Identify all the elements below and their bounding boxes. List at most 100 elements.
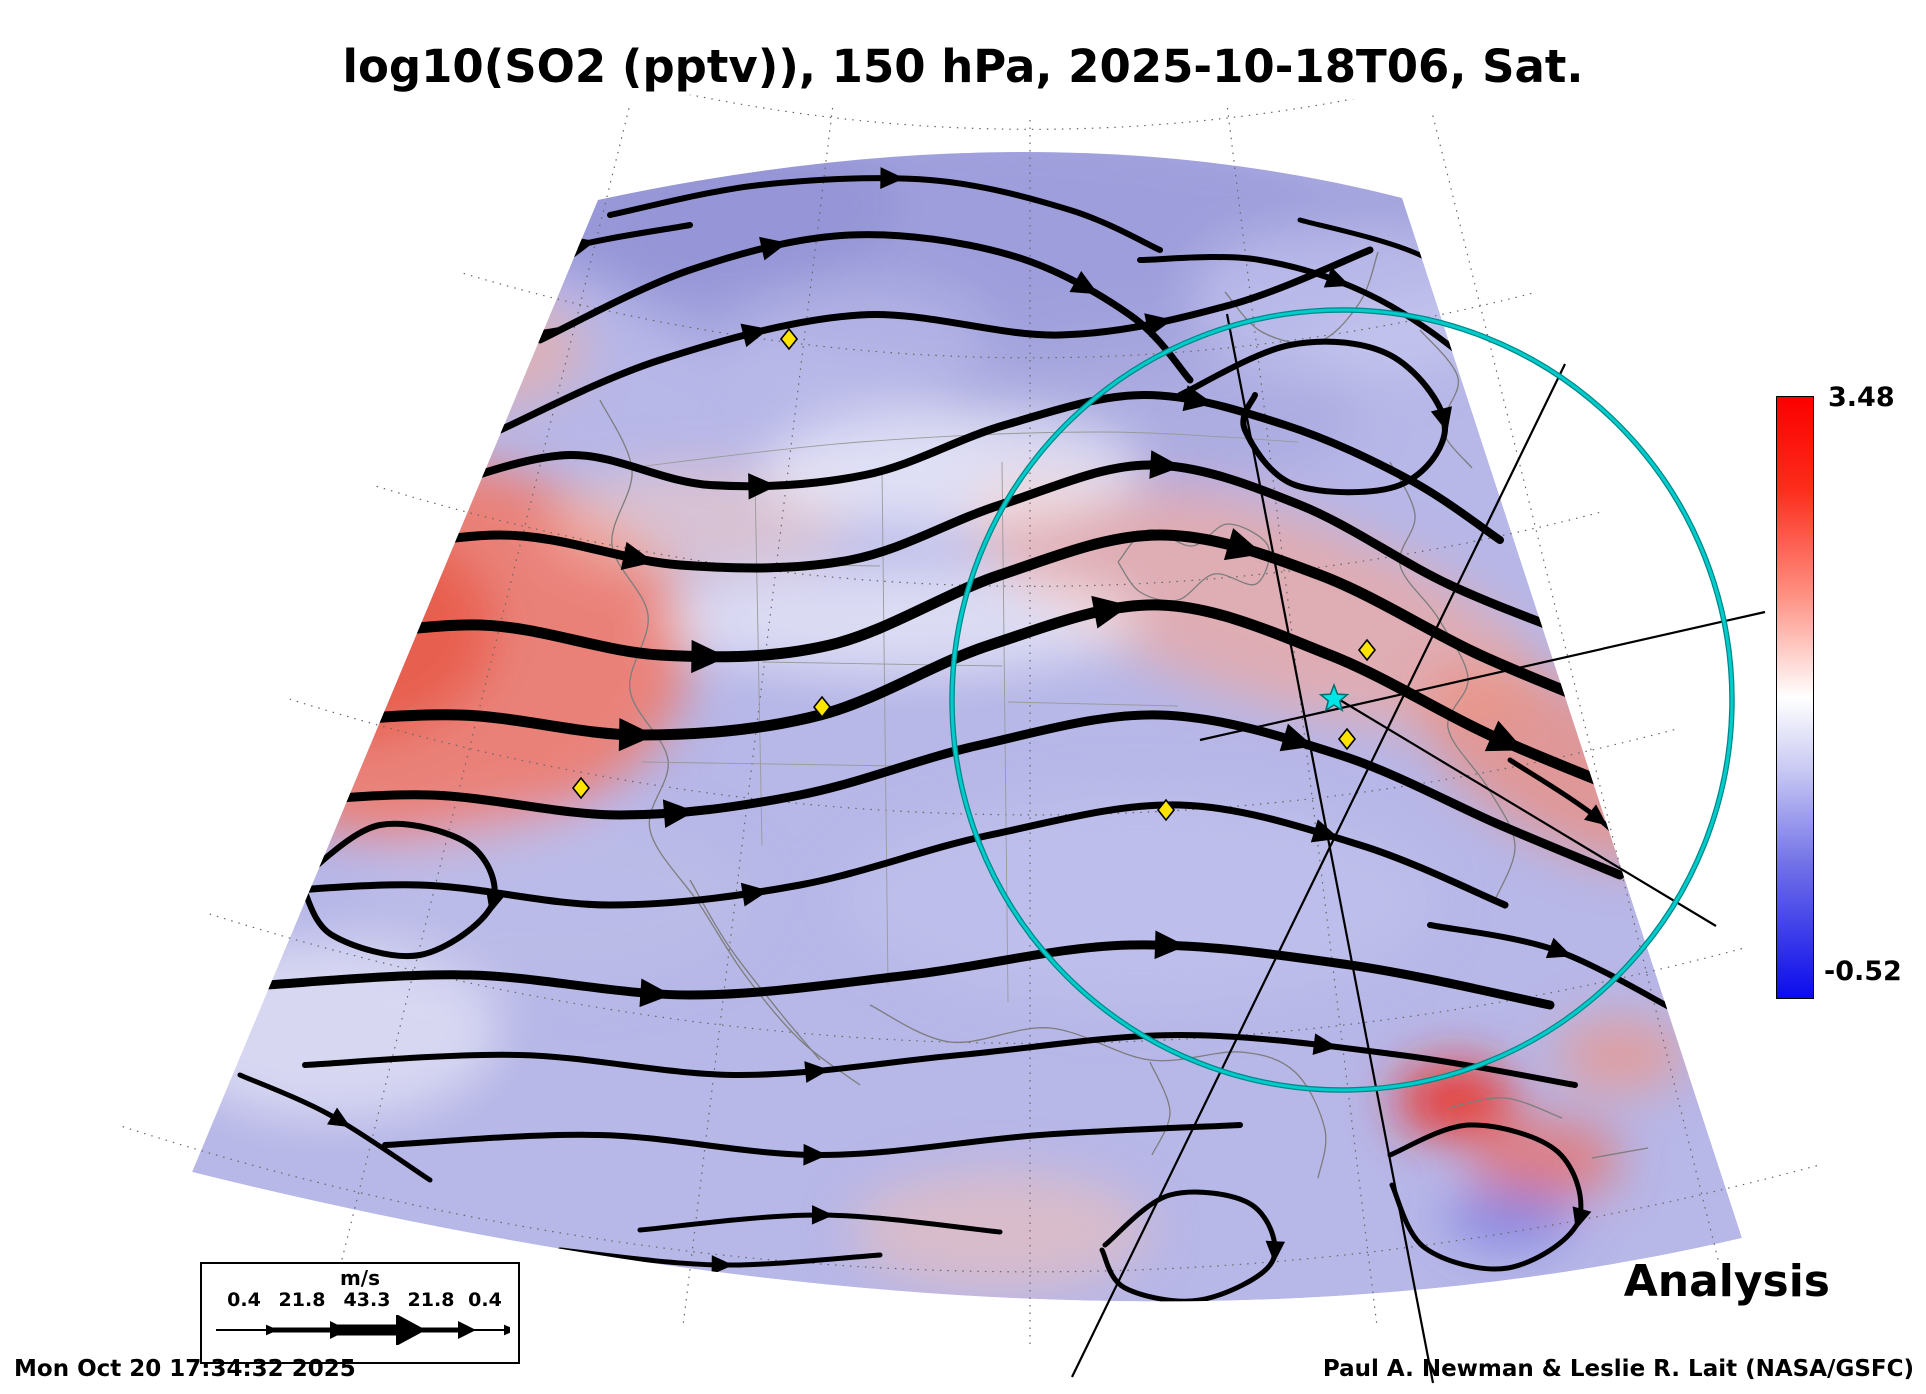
flow-arrowhead — [880, 167, 905, 189]
flow-arrowhead — [1069, 270, 1099, 295]
flow-arrowhead — [748, 473, 778, 500]
field-blob — [730, 285, 990, 395]
meridian-line — [682, 107, 834, 1329]
parallel-line — [78, 593, 1862, 816]
flow-arrowhead — [811, 1205, 834, 1225]
wind-scale-arrow — [216, 1315, 510, 1345]
wind-scale-arrowhead — [504, 1324, 510, 1336]
field-blob — [1445, 1186, 1575, 1250]
flow-arrowhead — [1149, 450, 1182, 479]
colorbar-max-label: 3.48 — [1828, 382, 1895, 413]
map-fan-background — [192, 152, 1742, 1302]
coastline — [1447, 1097, 1563, 1119]
flow-arrowhead — [1091, 595, 1130, 629]
flow-arrowhead — [1545, 937, 1573, 959]
station-diamond-marker — [1156, 798, 1176, 822]
field-blob — [1470, 1118, 1620, 1202]
wind-speed-legend: m/s 0.4 21.8 43.3 21.8 0.4 — [200, 1262, 520, 1364]
field-blob — [355, 290, 585, 410]
flow-arrowhead — [1491, 293, 1515, 315]
station-diamond-marker — [571, 776, 591, 800]
streamline-layer — [231, 167, 1678, 1302]
streamline — [536, 231, 1194, 384]
colorbar-gradient — [1777, 397, 1813, 998]
flow-arrowhead — [759, 236, 788, 261]
overlay-layer — [571, 307, 1766, 1384]
flow-arrowhead — [440, 341, 467, 363]
streamline — [274, 599, 1641, 801]
page-title: log10(SO2 (pptv)), 150 hPa, 2025-10-18T0… — [342, 40, 1584, 93]
flow-arrowhead — [618, 717, 656, 752]
flow-arrowhead — [1265, 1240, 1286, 1263]
coastline — [1149, 1061, 1171, 1156]
state-border — [1007, 701, 1179, 707]
flow-arrowhead — [1144, 313, 1173, 337]
station-diamond-marker — [779, 327, 799, 351]
cross-section-track — [1339, 699, 1717, 927]
flow-arrowhead — [803, 1143, 828, 1166]
colorbar — [1776, 396, 1814, 999]
parallel-line — [310, 74, 1672, 130]
flow-arrowhead — [1310, 819, 1340, 843]
flow-arrowhead — [639, 978, 672, 1008]
flow-arrowhead — [620, 541, 655, 571]
flow-arrowhead — [1484, 720, 1525, 752]
credit-line: Paul A. Newman & Leslie R. Lait (NASA/GS… — [1322, 1356, 1914, 1382]
station-diamond-marker — [1337, 727, 1357, 751]
coastline — [869, 1004, 1327, 1179]
streamline — [302, 1031, 1578, 1088]
parallel-line — [78, 1007, 1862, 1273]
field-blob — [760, 410, 1140, 530]
wind-legend-units: m/s — [339, 1266, 381, 1290]
streamline — [260, 940, 1555, 1010]
streamline — [295, 460, 1605, 650]
parallel-line — [209, 180, 1761, 359]
field-blob — [480, 151, 900, 290]
flow-arrowhead — [1430, 406, 1452, 433]
station-diamond-marker — [1357, 638, 1377, 662]
flow-arrowhead — [1323, 267, 1351, 288]
coastline — [1591, 1147, 1649, 1159]
streamline — [1099, 1189, 1278, 1302]
flow-arrowhead — [1154, 930, 1187, 960]
station-diamond-marker — [812, 695, 832, 719]
wind-legend-value: 0.4 — [227, 1289, 261, 1311]
flow-arrowhead — [662, 799, 696, 829]
analysis-label: Analysis — [1623, 1256, 1830, 1307]
streamline — [237, 1072, 433, 1183]
state-border — [761, 661, 1003, 667]
so2-field-layer — [192, 151, 1742, 1302]
wind-legend-value: 43.3 — [343, 1289, 391, 1311]
coastline — [689, 879, 821, 1061]
flow-arrowhead — [1223, 528, 1264, 561]
flow-arrowhead — [711, 1255, 734, 1275]
coastline-layer — [599, 251, 1649, 1179]
flow-arrowhead — [804, 1061, 830, 1083]
flow-arrowhead — [327, 1107, 351, 1128]
flow-arrowhead — [1312, 1033, 1338, 1056]
generation-timestamp: Mon Oct 20 17:34:32 2025 — [14, 1356, 356, 1382]
flow-arrowhead — [1182, 385, 1214, 412]
coastline — [1419, 329, 1473, 469]
streamline — [426, 390, 1504, 544]
flow-arrowhead — [1572, 1206, 1592, 1230]
flow-arrowhead — [740, 882, 769, 907]
flow-arrowhead — [1279, 723, 1314, 752]
state-border — [1001, 461, 1009, 1003]
wind-legend-value: 0.4 — [468, 1289, 502, 1311]
wind-legend-values: 0.4 21.8 43.3 21.8 0.4 — [202, 1289, 518, 1315]
streamline — [496, 246, 1374, 434]
wind-legend-value: 21.8 — [278, 1289, 326, 1311]
streamline — [607, 175, 1163, 253]
streamline — [250, 710, 1625, 880]
wind-legend-value: 21.8 — [407, 1289, 455, 1311]
cross-section-track — [1199, 610, 1766, 742]
streamline — [284, 529, 1631, 721]
flow-arrowhead — [1584, 804, 1607, 826]
cross-section-track — [1071, 363, 1566, 1378]
state-border — [641, 761, 899, 767]
state-border — [754, 479, 763, 846]
meridian-line — [1226, 107, 1378, 1329]
